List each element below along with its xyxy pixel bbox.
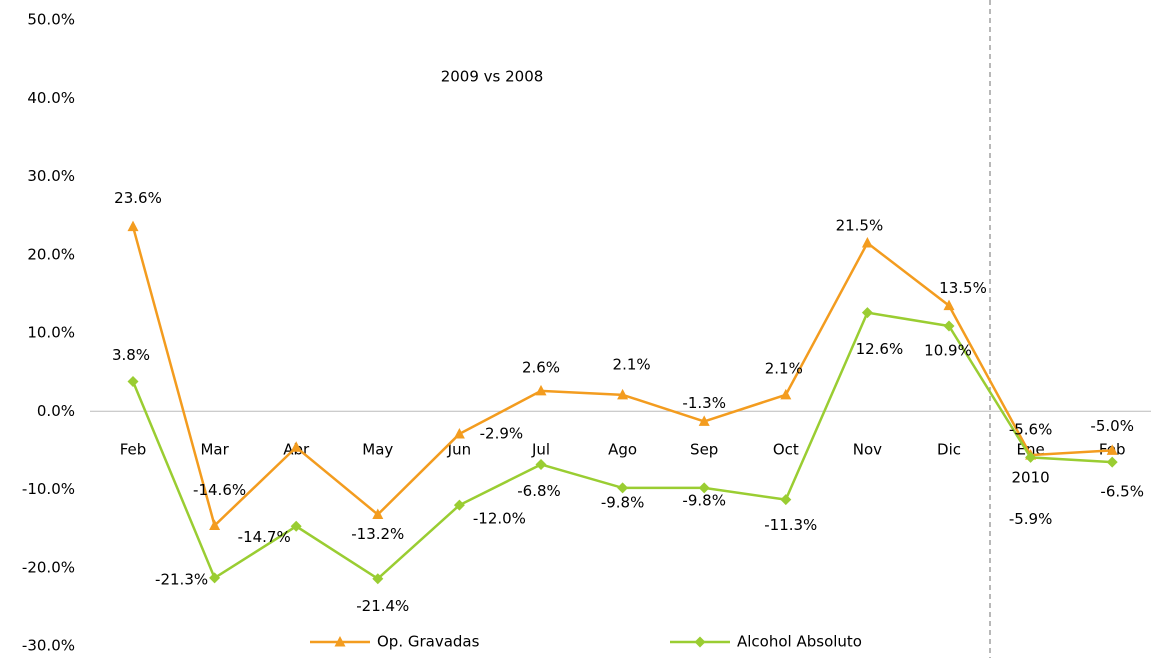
x-tick-label: Jul [531, 441, 550, 459]
y-tick-label: 50.0% [27, 11, 75, 29]
y-tick-label: 30.0% [27, 167, 75, 185]
data-label: 10.9% [924, 341, 972, 359]
x-tick-label: Nov [853, 441, 882, 459]
point [535, 384, 547, 396]
point [698, 482, 710, 494]
point [372, 573, 384, 585]
data-label: -2.9% [480, 424, 524, 442]
y-tick-label: -20.0% [22, 558, 75, 576]
point [943, 299, 955, 311]
data-label: -11.3% [764, 516, 817, 534]
x-tick-label: May [362, 441, 393, 459]
x-tick-label: Mar [200, 441, 229, 459]
data-label: -9.8% [682, 491, 726, 509]
x-tick-label: Ago [608, 441, 637, 459]
y-tick-label: 40.0% [27, 89, 75, 107]
point [290, 441, 302, 452]
data-label: -5.0% [1090, 417, 1134, 435]
y-tick-label: -30.0% [22, 637, 75, 655]
point [127, 376, 139, 388]
data-label: -5.6% [1009, 421, 1053, 439]
data-label: 2.1% [765, 359, 803, 377]
point [127, 220, 139, 232]
point [209, 519, 221, 530]
data-label: -6.5% [1100, 483, 1144, 501]
data-label: -13.2% [351, 525, 404, 543]
point [209, 572, 221, 584]
data-label: 21.5% [836, 217, 884, 235]
data-label: 12.6% [856, 340, 904, 358]
x-tick-label: Feb [120, 441, 147, 459]
x-tick-label: Oct [773, 441, 799, 459]
point [698, 415, 710, 426]
series-line [131, 226, 1113, 528]
point [780, 388, 792, 400]
point [453, 427, 465, 439]
data-label: 23.6% [114, 189, 162, 207]
point [694, 636, 706, 648]
data-label: -5.9% [1009, 510, 1053, 528]
point [535, 458, 547, 470]
point [780, 494, 792, 506]
point [290, 520, 302, 532]
y-tick-label: 0.0% [37, 402, 75, 420]
point [617, 482, 629, 494]
point [372, 508, 384, 520]
data-label: -9.8% [601, 493, 645, 511]
data-label: -21.3% [155, 570, 208, 588]
y-tick-label: -10.0% [22, 480, 75, 498]
data-label: 2.6% [522, 358, 560, 376]
x-tick-label: Dic [937, 441, 961, 459]
data-label: 3.8% [112, 346, 150, 364]
point [1106, 456, 1118, 468]
data-label: -21.4% [356, 597, 409, 615]
point [453, 499, 465, 511]
data-label: -12.0% [473, 510, 526, 528]
data-label: -14.7% [238, 528, 291, 546]
data-label: 13.5% [939, 279, 987, 297]
legend-label: Alcohol Absoluto [737, 633, 862, 651]
y-tick-label: 20.0% [27, 245, 75, 263]
point [861, 237, 873, 248]
legend-label: Op. Gravadas [377, 633, 480, 651]
data-label: -14.6% [193, 481, 246, 499]
point [334, 636, 346, 647]
x-tick-label: Jun [447, 441, 471, 459]
year-label: 2010 [1012, 469, 1050, 487]
data-label: 2.1% [613, 355, 651, 373]
point [1025, 451, 1037, 463]
data-label: -1.3% [682, 394, 726, 412]
y-tick-label: 10.0% [27, 324, 75, 342]
point [943, 320, 955, 332]
point [617, 388, 629, 400]
chart-title: 2009 vs 2008 [441, 68, 544, 86]
point [1106, 444, 1118, 455]
x-tick-label: Sep [690, 441, 718, 459]
data-label: -6.8% [517, 482, 561, 500]
point [861, 307, 873, 319]
